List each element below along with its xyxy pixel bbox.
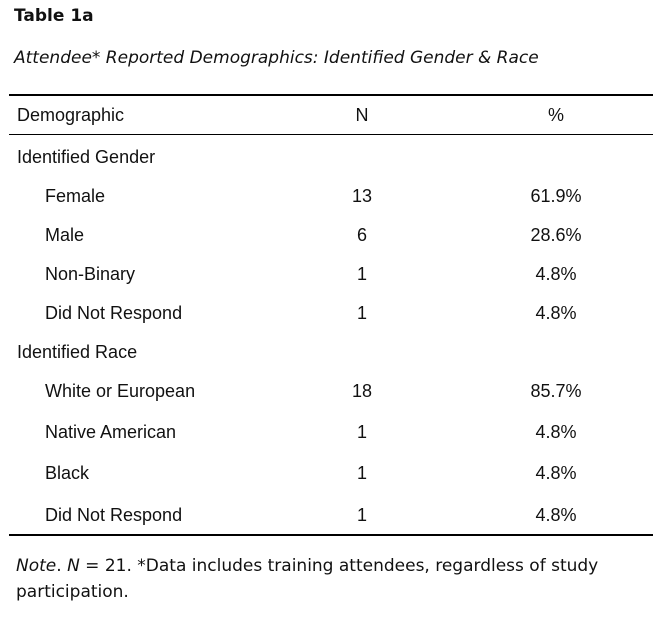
row-n: 13 — [351, 186, 373, 206]
row-percent: 85.7% — [530, 381, 582, 401]
row-percent: 4.8% — [535, 505, 577, 525]
row-percent: 4.8% — [535, 303, 577, 323]
row-label: White or European — [45, 381, 196, 401]
row-n: 1 — [356, 264, 367, 284]
note-text: = 21. *Data includes training attendees,… — [16, 556, 599, 602]
table-top-rule — [9, 94, 653, 96]
row-n: 1 — [356, 463, 367, 483]
row-label: Did Not Respond — [45, 303, 183, 323]
row-n: 6 — [356, 225, 367, 245]
row-label: Native American — [45, 422, 177, 442]
row-percent: 28.6% — [530, 225, 582, 245]
row-percent: 4.8% — [535, 463, 577, 483]
row-label: Male — [45, 225, 85, 245]
row-label: Female — [45, 186, 106, 206]
table-label: Table 1a — [14, 6, 94, 26]
note-prefix: Note — [16, 556, 57, 576]
table-title: Attendee* Reported Demographics: Identif… — [14, 48, 539, 68]
row-label: Identified Gender — [17, 147, 156, 167]
note-n-symbol: N — [67, 556, 80, 576]
row-percent: 4.8% — [535, 264, 577, 284]
table-note: Note. N = 21. *Data includes training at… — [16, 556, 599, 602]
header-percent: % — [547, 105, 564, 125]
row-label: Identified Race — [17, 342, 138, 362]
row-percent: 4.8% — [535, 422, 577, 442]
row-percent: 61.9% — [530, 186, 582, 206]
row-label: Did Not Respond — [45, 505, 183, 525]
row-n: 1 — [356, 303, 367, 323]
row-label: Non-Binary — [45, 264, 136, 284]
table-bottom-rule — [9, 534, 653, 536]
row-label: Black — [45, 463, 90, 483]
header-rule — [9, 134, 653, 135]
row-n: 1 — [356, 505, 367, 525]
row-n: 18 — [351, 381, 373, 401]
row-n: 1 — [356, 422, 367, 442]
header-n: N — [355, 105, 369, 125]
header-demographic: Demographic — [17, 105, 125, 125]
